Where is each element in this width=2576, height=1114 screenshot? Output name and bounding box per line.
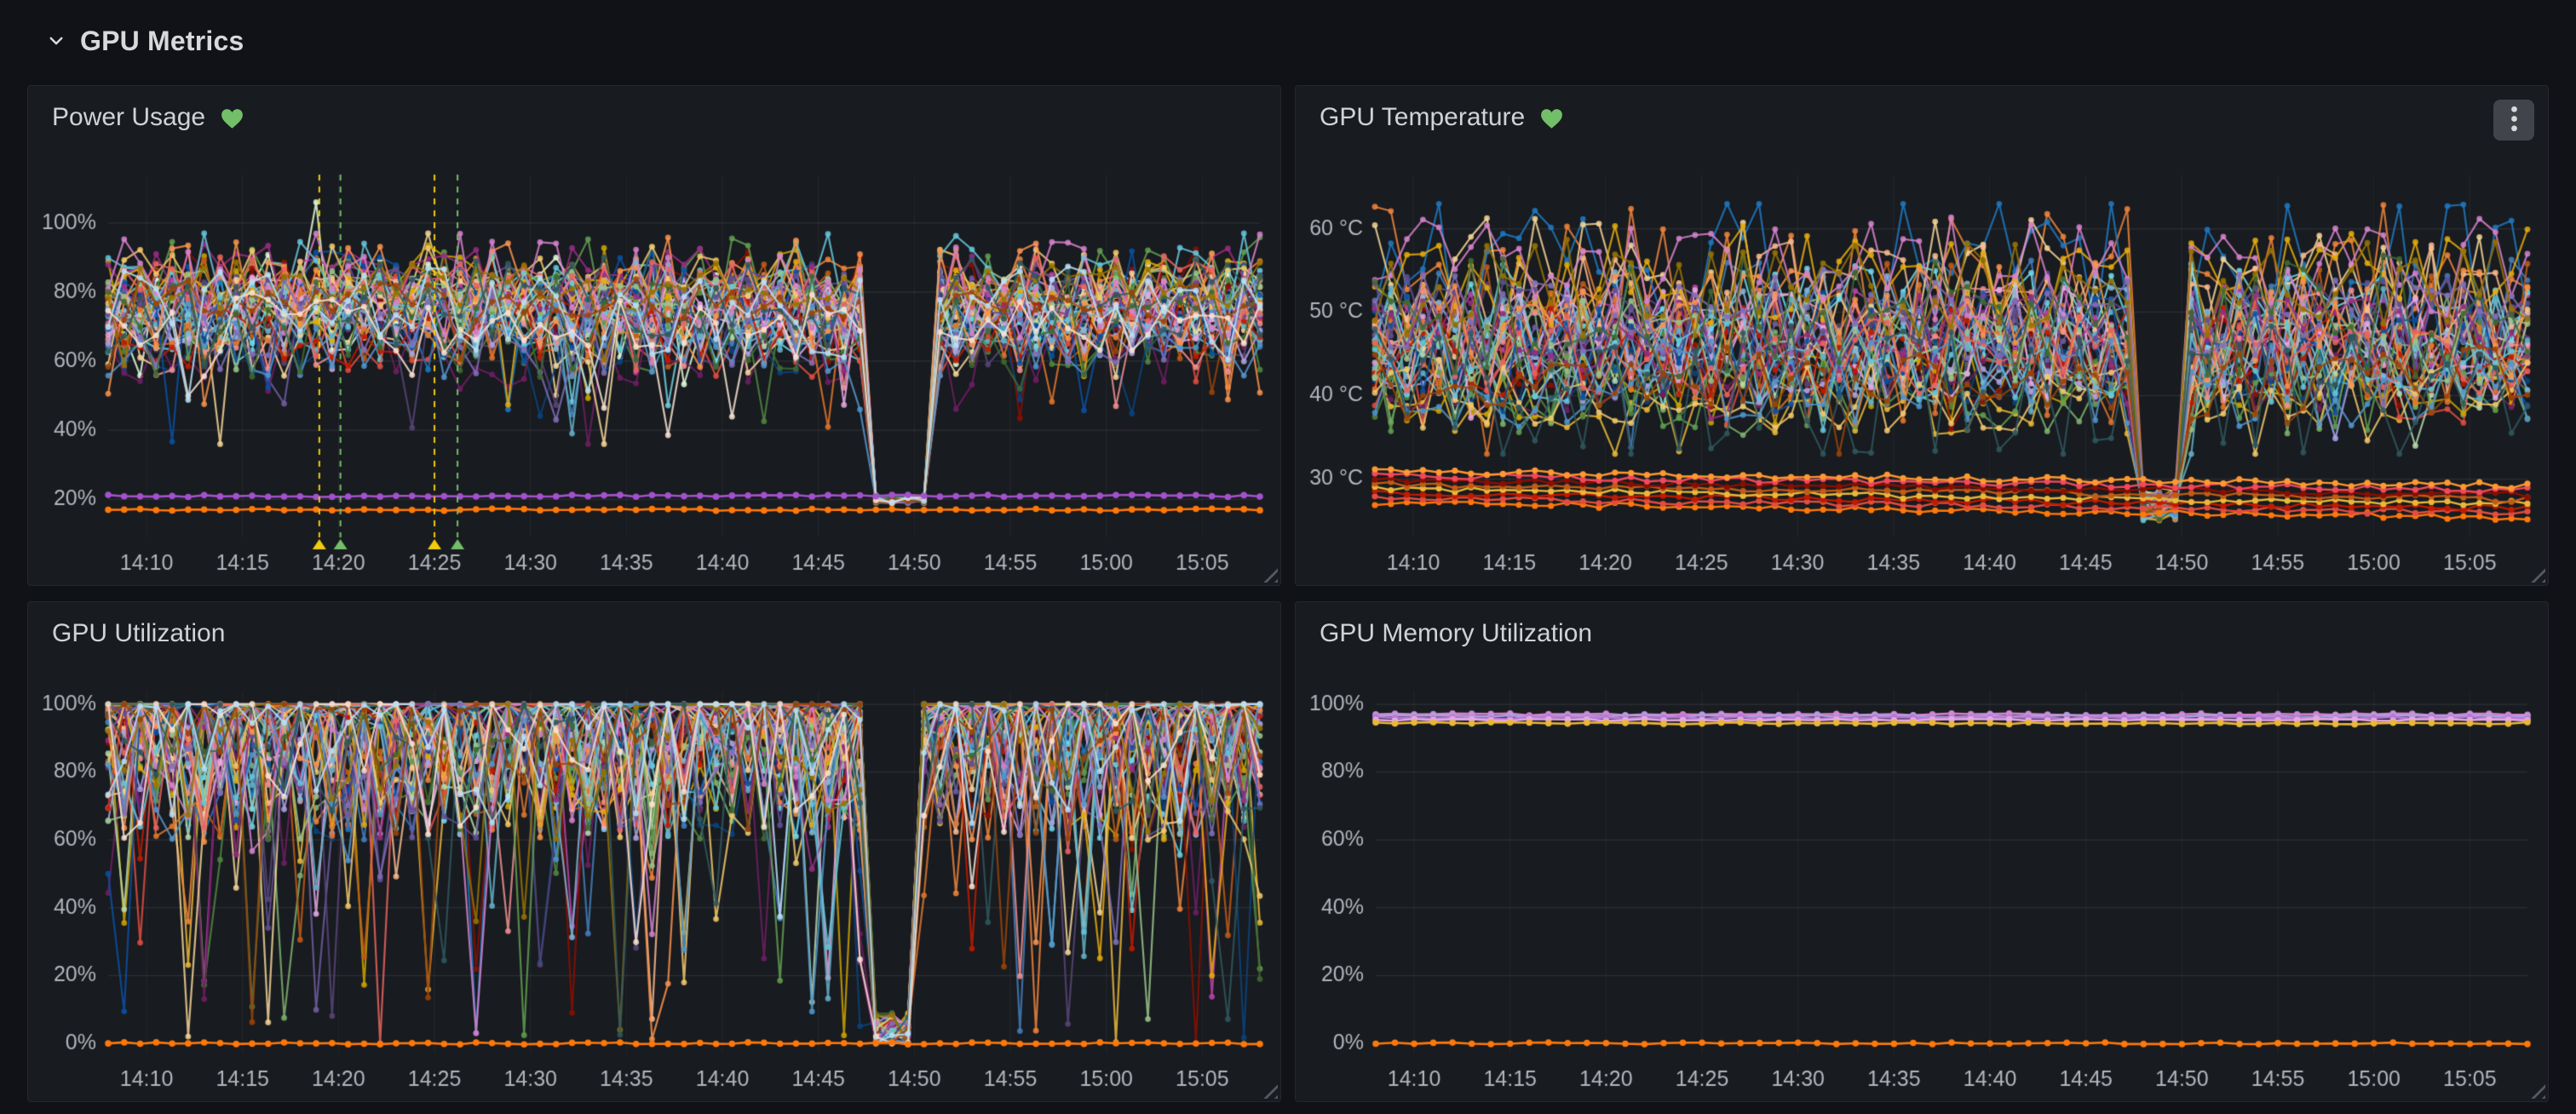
- panel-body: [1296, 657, 2548, 1101]
- row-title: GPU Metrics: [80, 25, 244, 56]
- gpu-memory-utilization-chart[interactable]: [1296, 657, 2548, 1101]
- panel-power-usage: Power Usage: [27, 85, 1281, 586]
- panel-header[interactable]: GPU Temperature: [1296, 86, 2548, 141]
- panel-body: [28, 657, 1280, 1101]
- panel-gpu-temperature: GPU Temperature: [1295, 85, 2549, 586]
- panel-gpu-utilization: GPU Utilization: [27, 601, 1281, 1102]
- panel-body: [1296, 141, 2548, 585]
- panel-title[interactable]: GPU Memory Utilization: [1320, 619, 1593, 647]
- dashboard-row-header[interactable]: GPU Metrics: [0, 0, 2576, 82]
- chevron-down-icon[interactable]: [48, 32, 65, 49]
- panel-grid: Power Usage GPU Temperature: [27, 85, 2549, 1102]
- kebab-icon: [2510, 106, 2518, 135]
- panel-title[interactable]: GPU Utilization: [52, 619, 226, 647]
- panel-gpu-memory-utilization: GPU Memory Utilization: [1295, 601, 2549, 1102]
- power-usage-chart[interactable]: [28, 141, 1280, 585]
- health-heart-icon: [1540, 108, 1563, 129]
- gpu-temperature-chart[interactable]: [1296, 141, 2548, 585]
- panel-title[interactable]: GPU Temperature: [1320, 103, 1526, 131]
- panel-header[interactable]: GPU Utilization: [28, 602, 1280, 657]
- panel-header[interactable]: GPU Memory Utilization: [1296, 602, 2548, 657]
- panel-header[interactable]: Power Usage: [28, 86, 1280, 141]
- panel-menu-button[interactable]: [2493, 100, 2534, 141]
- panel-title[interactable]: Power Usage: [52, 103, 206, 131]
- panel-body: [28, 141, 1280, 585]
- health-heart-icon: [221, 108, 244, 129]
- gpu-utilization-chart[interactable]: [28, 657, 1280, 1101]
